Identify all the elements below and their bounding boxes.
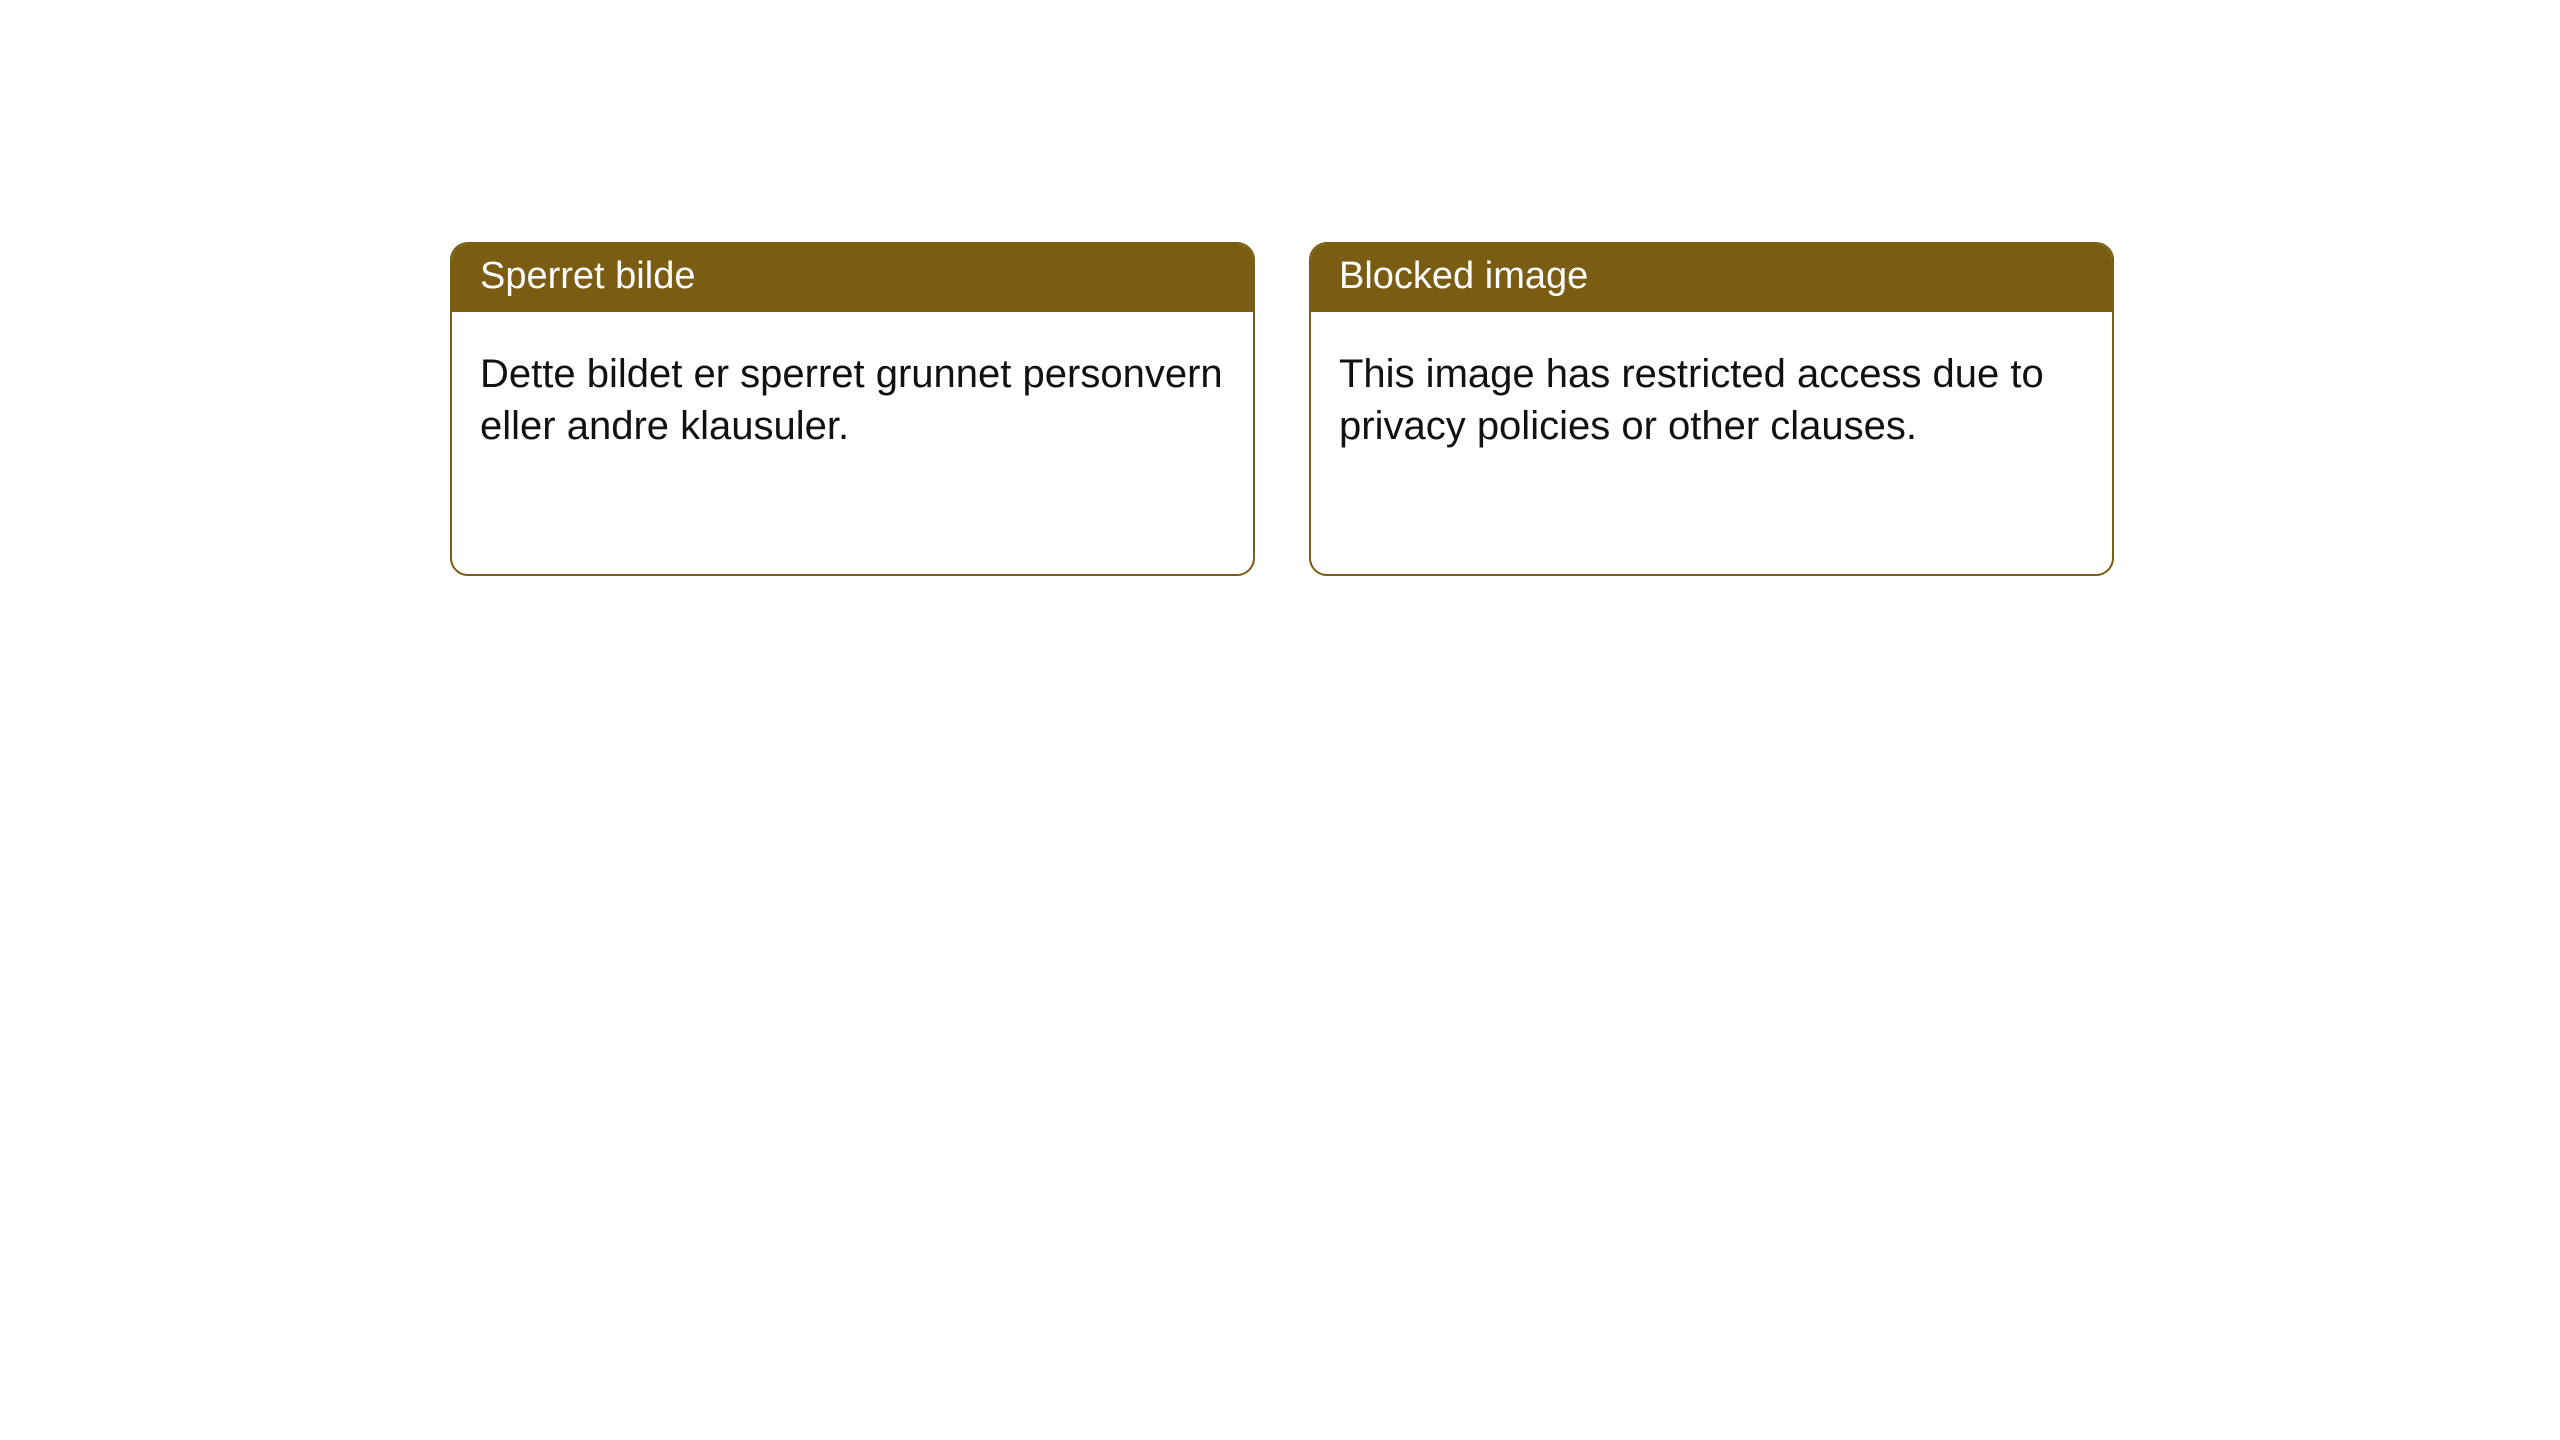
notice-card-english: Blocked image This image has restricted … bbox=[1309, 242, 2114, 576]
notice-card-norwegian: Sperret bilde Dette bildet er sperret gr… bbox=[450, 242, 1255, 576]
notice-body: Dette bildet er sperret grunnet personve… bbox=[452, 312, 1253, 482]
notice-container: Sperret bilde Dette bildet er sperret gr… bbox=[450, 242, 2114, 576]
notice-title: Blocked image bbox=[1311, 244, 2112, 312]
notice-body: This image has restricted access due to … bbox=[1311, 312, 2112, 482]
notice-title: Sperret bilde bbox=[452, 244, 1253, 312]
